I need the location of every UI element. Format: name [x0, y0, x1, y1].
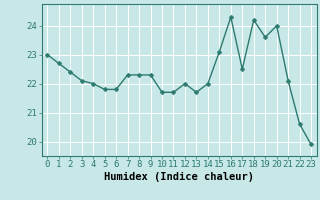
X-axis label: Humidex (Indice chaleur): Humidex (Indice chaleur)	[104, 172, 254, 182]
